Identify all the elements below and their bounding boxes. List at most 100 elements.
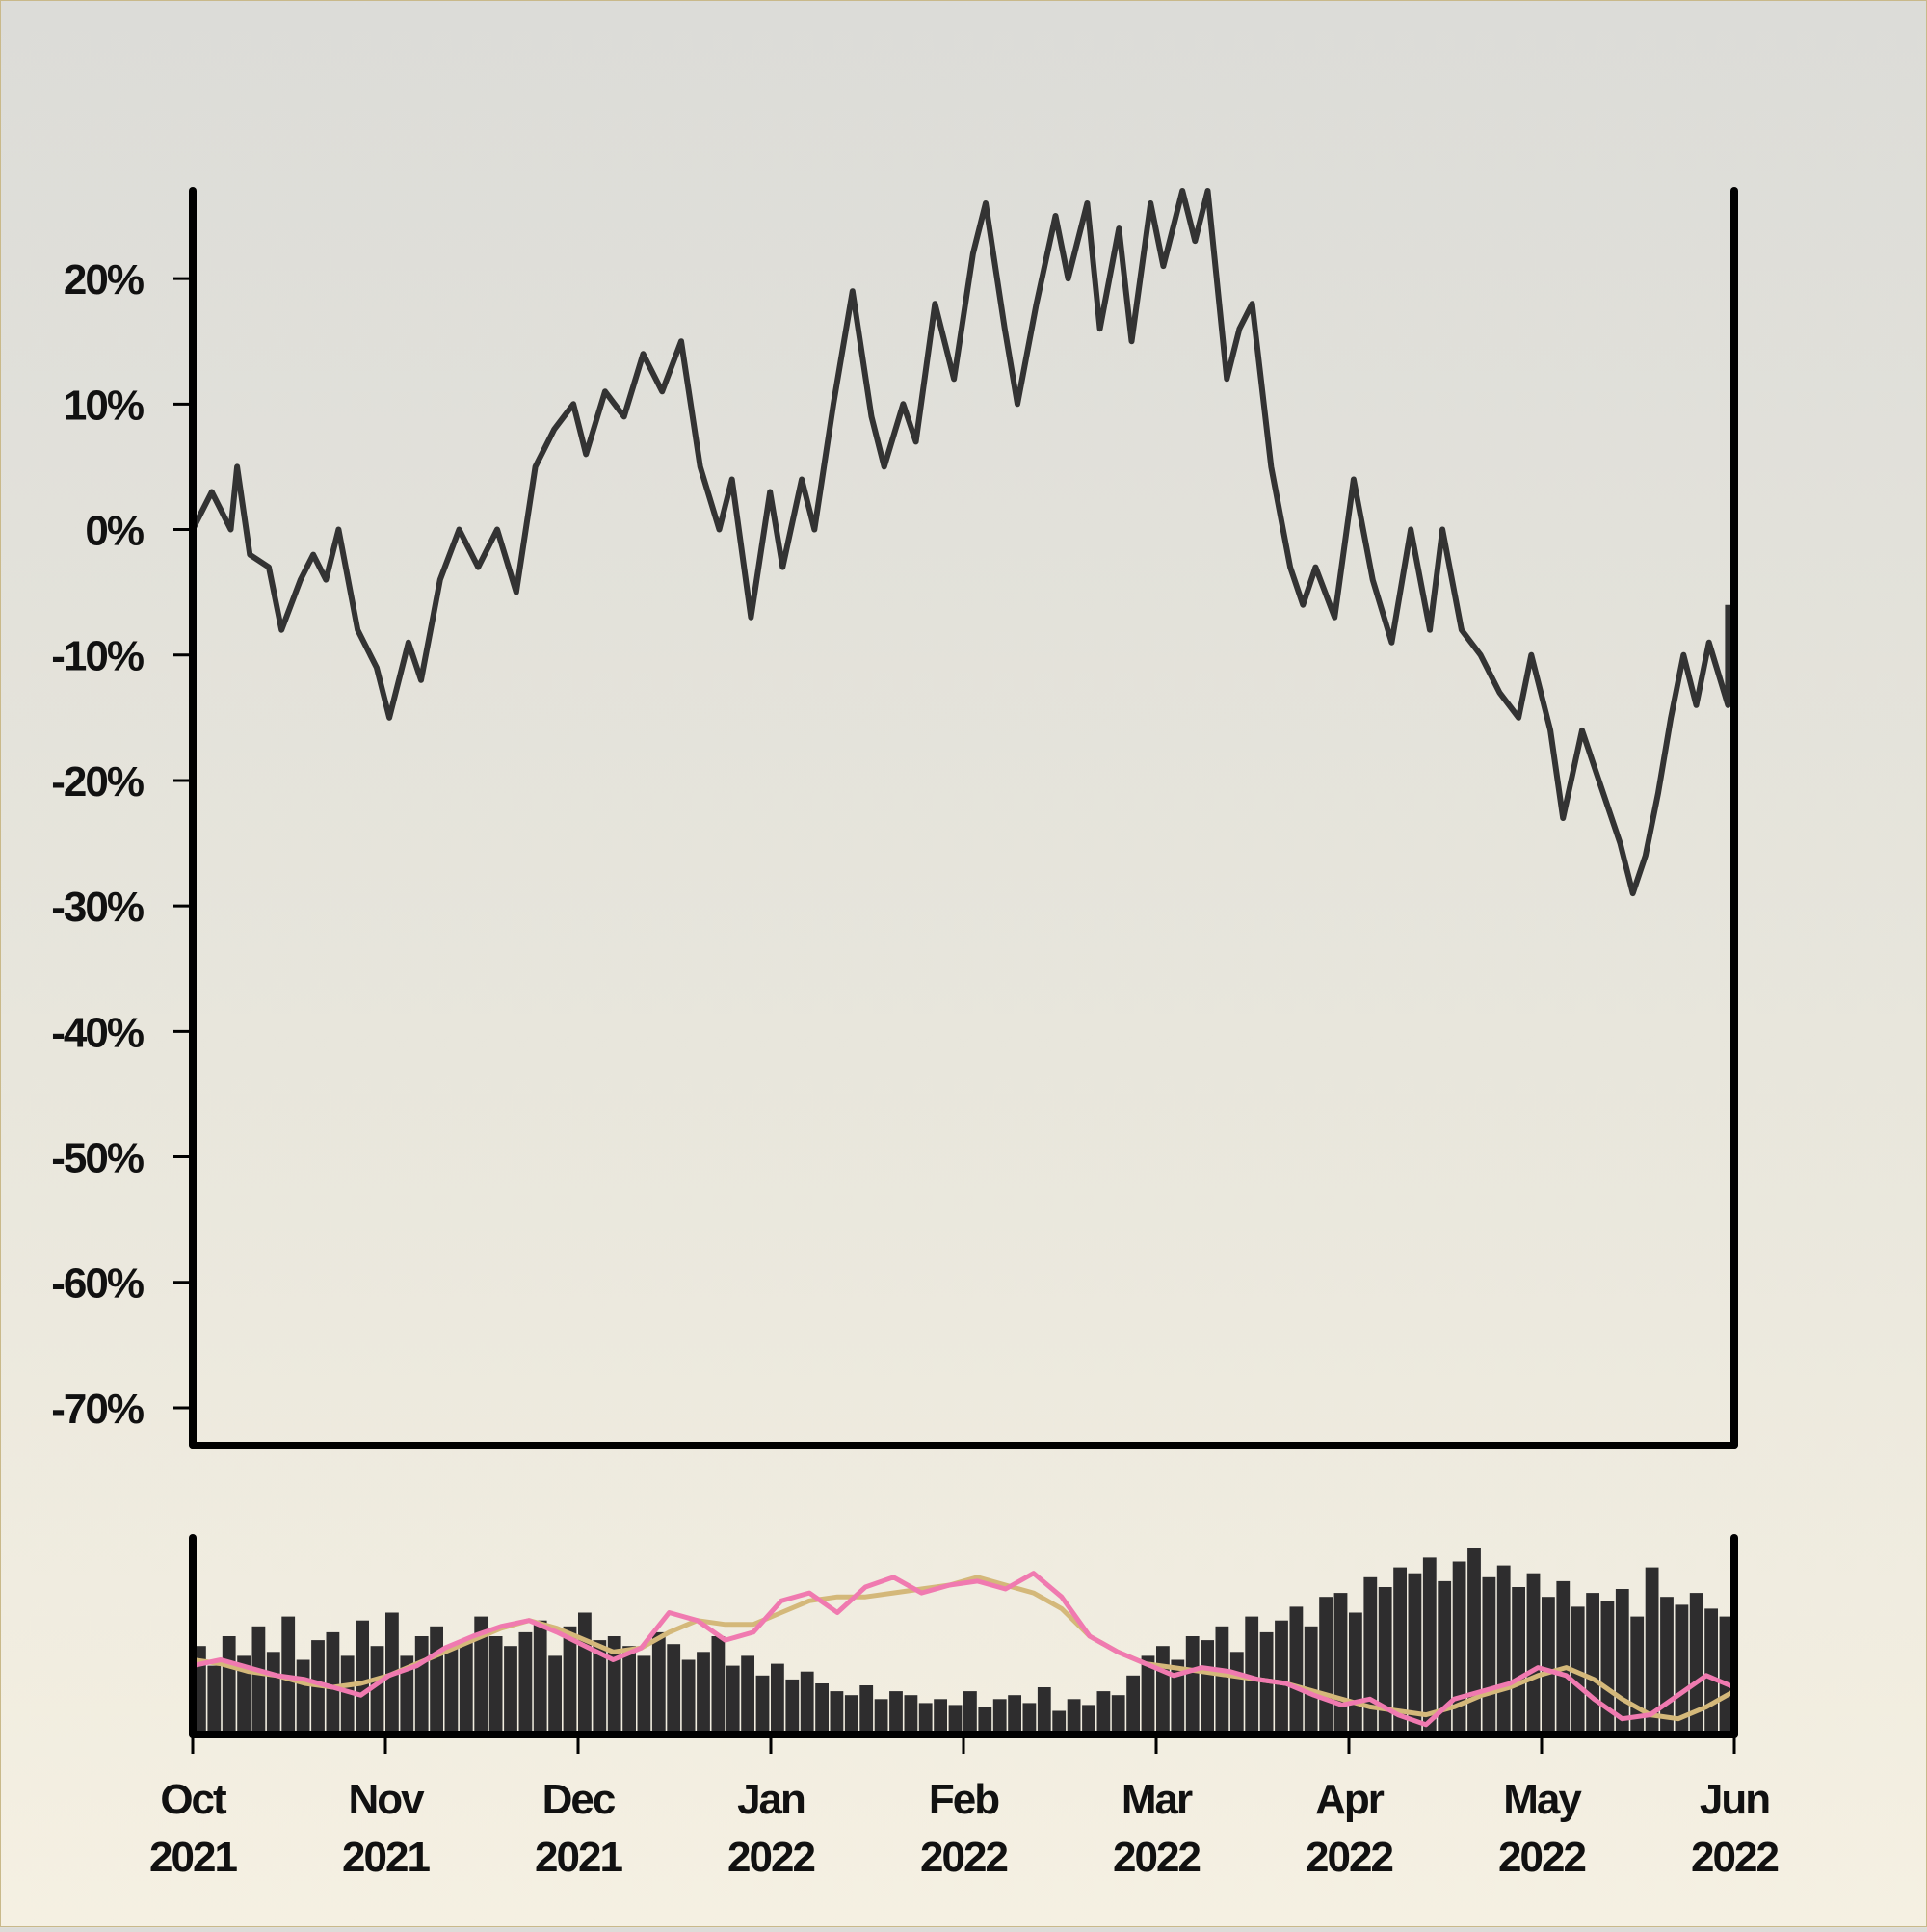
volume-bar <box>1422 1557 1437 1734</box>
volume-bar <box>414 1636 429 1734</box>
volume-bar <box>637 1655 651 1734</box>
volume-bar <box>741 1655 754 1734</box>
volume-bar <box>651 1631 666 1734</box>
volume-bar <box>1259 1631 1274 1734</box>
volume-bar <box>1333 1593 1348 1734</box>
volume-bar <box>266 1652 280 1734</box>
volume-bar <box>1082 1705 1095 1734</box>
volume-bar <box>1052 1710 1067 1734</box>
x-tick-label-year: 2022 <box>727 1834 814 1881</box>
volume-bar <box>771 1663 784 1734</box>
x-tick-label-month: Mar <box>1122 1776 1193 1823</box>
volume-bar <box>296 1659 310 1734</box>
volume-bar <box>222 1636 236 1734</box>
volume-bar <box>1393 1567 1407 1734</box>
volume-bar <box>1185 1636 1200 1734</box>
volume-bar <box>830 1691 844 1734</box>
x-tick-label-year: 2022 <box>920 1834 1007 1881</box>
y-tick-label: -40% <box>51 1009 144 1056</box>
x-tick-label-month: May <box>1503 1776 1582 1823</box>
volume-bar <box>1289 1606 1304 1734</box>
volume-bar <box>726 1665 740 1734</box>
y-tick-label: 10% <box>64 382 144 429</box>
volume-bar <box>964 1691 977 1734</box>
volume-bar <box>1008 1695 1021 1734</box>
price-line-layer <box>190 188 1731 897</box>
volume-bar <box>504 1646 517 1734</box>
volume-bar <box>1037 1687 1051 1734</box>
volume-bar <box>1229 1652 1244 1734</box>
x-tick-label-year: 2022 <box>1498 1834 1585 1881</box>
volume-bar <box>1645 1567 1659 1734</box>
y-tick-label: -20% <box>51 758 144 806</box>
y-tick-label: 20% <box>64 256 144 304</box>
y-tick-label: -50% <box>51 1135 144 1182</box>
volume-bar <box>859 1685 874 1734</box>
price-panel: 20% 10% 0% -10% -20% -30% -40% -50% -60% -70% <box>51 187 1738 1449</box>
volume-bar <box>785 1679 800 1734</box>
x-tick-label-month: Nov <box>348 1776 425 1823</box>
volume-bar <box>356 1620 369 1734</box>
volume-bar <box>800 1671 814 1734</box>
volume-bar <box>1526 1573 1541 1734</box>
volume-bar <box>844 1695 858 1734</box>
volume-bar <box>978 1707 992 1734</box>
volume-bar <box>697 1652 710 1734</box>
x-tick-label-year: 2022 <box>1691 1834 1778 1881</box>
moving-average-lines <box>192 1571 1736 1728</box>
volume-panel: Oct 2021 Nov 2021 Dec 2021 Jan 2022 Feb 2022 Mar 20… <box>149 1534 1780 1881</box>
volume-bar <box>889 1691 903 1734</box>
volume-bar <box>444 1648 459 1734</box>
volume-bar <box>548 1655 562 1734</box>
volume-bar <box>474 1616 488 1734</box>
x-axis-ticks: Oct 2021 Nov 2021 Dec 2021 Jan 2022 Feb 2022 Mar 20… <box>149 1734 1780 1881</box>
volume-bar <box>815 1683 829 1734</box>
volume-bar <box>430 1626 443 1734</box>
volume-bar <box>1349 1612 1362 1734</box>
volume-bar <box>1067 1699 1081 1734</box>
volume-bar <box>1319 1597 1333 1734</box>
volume-bar <box>207 1665 222 1734</box>
volume-bar <box>1201 1640 1214 1734</box>
price-series-line <box>190 188 1731 897</box>
ma-fast-line <box>192 1571 1735 1728</box>
volume-bar <box>1586 1593 1599 1734</box>
volume-bar <box>1408 1573 1422 1734</box>
volume-bar <box>340 1655 355 1734</box>
volume-bar <box>326 1631 340 1734</box>
y-tick-label: -30% <box>51 884 144 931</box>
volume-bar <box>1496 1565 1511 1734</box>
volume-bar <box>1126 1675 1140 1734</box>
x-tick-label-year: 2021 <box>342 1834 430 1881</box>
y-axis-ticks: 20% 10% 0% -10% -20% -30% -40% -50% -60% -70% <box>51 256 193 1433</box>
volume-bar <box>667 1644 681 1734</box>
volume-bar <box>1171 1659 1185 1734</box>
x-tick-label-month: Jun <box>1700 1776 1769 1823</box>
volume-bar <box>1363 1576 1378 1734</box>
volume-bar <box>1378 1587 1392 1734</box>
volume-bar <box>563 1626 577 1734</box>
volume-bar <box>1556 1580 1571 1734</box>
x-tick-label-year: 2022 <box>1306 1834 1392 1881</box>
volume-bar <box>874 1699 888 1734</box>
y-tick-label: -10% <box>51 633 144 680</box>
volume-bar <box>992 1699 1007 1734</box>
volume-bar <box>622 1646 636 1734</box>
volume-bar <box>1719 1616 1733 1734</box>
volume-bar <box>237 1655 251 1734</box>
volume-bar <box>1141 1655 1155 1734</box>
volume-bar <box>1096 1691 1111 1734</box>
volume-bars <box>193 1548 1733 1734</box>
volume-bar <box>904 1695 918 1734</box>
y-tick-label: 0% <box>85 508 143 555</box>
volume-bar <box>1467 1548 1481 1734</box>
volume-bar <box>1689 1593 1703 1734</box>
x-tick-label-year: 2022 <box>1113 1834 1200 1881</box>
volume-bar <box>711 1636 726 1734</box>
y-tick-label: -70% <box>51 1386 144 1433</box>
volume-bar <box>1660 1597 1674 1734</box>
volume-bar <box>1542 1597 1555 1734</box>
volume-bar <box>400 1655 414 1734</box>
